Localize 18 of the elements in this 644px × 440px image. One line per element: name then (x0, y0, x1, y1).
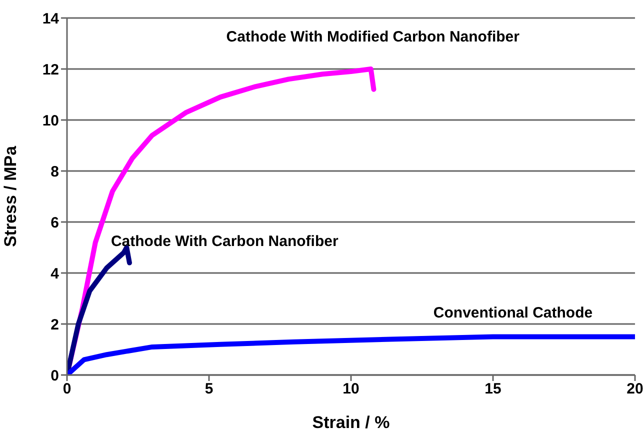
y-axis-title: Stress / MPa (1, 145, 20, 248)
y-tick-label: 8 (50, 163, 59, 180)
series-label: Conventional Cathode (433, 304, 593, 322)
x-tick-label: 20 (626, 380, 644, 398)
y-tick-label: 10 (42, 112, 59, 130)
y-tick-label: 2 (50, 316, 59, 334)
x-axis-title: Strain / % (312, 413, 390, 432)
y-tick-label: 6 (50, 214, 59, 232)
x-tick-label: 10 (342, 380, 360, 398)
x-tick-label: 5 (204, 380, 214, 398)
x-tick-label: 0 (62, 380, 72, 398)
y-tick-label: 14 (42, 10, 60, 28)
x-tick-label: 15 (484, 380, 502, 398)
text: Cathode With Modified Carbon Nanofiber (226, 28, 520, 46)
y-tick-label: 12 (42, 61, 59, 78)
series-label: Cathode With Carbon Nanofiber (110, 233, 338, 250)
y-tick-label: 4 (50, 265, 60, 282)
y-tick-label: 0 (50, 367, 59, 384)
